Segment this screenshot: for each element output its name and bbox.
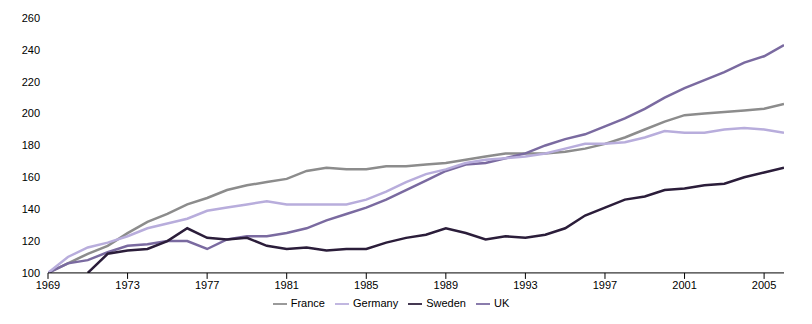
svg-text:100: 100 [22,267,40,279]
svg-text:160: 160 [22,171,40,183]
svg-text:200: 200 [22,107,40,119]
svg-text:1997: 1997 [593,279,617,291]
svg-text:180: 180 [22,139,40,151]
svg-text:1981: 1981 [274,279,298,291]
svg-text:1989: 1989 [434,279,458,291]
svg-text:260: 260 [22,12,40,24]
svg-text:240: 240 [22,44,40,56]
svg-text:2005: 2005 [752,279,776,291]
svg-text:1969: 1969 [36,279,60,291]
html-text:Sweden: Sweden [426,296,466,309]
svg-text:220: 220 [22,76,40,88]
svg-text:2001: 2001 [672,279,696,291]
html-text:Germany: Germany [353,296,399,309]
svg-text:140: 140 [22,203,40,215]
svg-text:1977: 1977 [195,279,219,291]
svg-text:1973: 1973 [115,279,139,291]
svg-text:120: 120 [22,235,40,247]
svg-text:1985: 1985 [354,279,378,291]
html-text:France: France [290,296,325,309]
svg-text:1993: 1993 [513,279,537,291]
html-text:UK: UK [494,296,510,309]
